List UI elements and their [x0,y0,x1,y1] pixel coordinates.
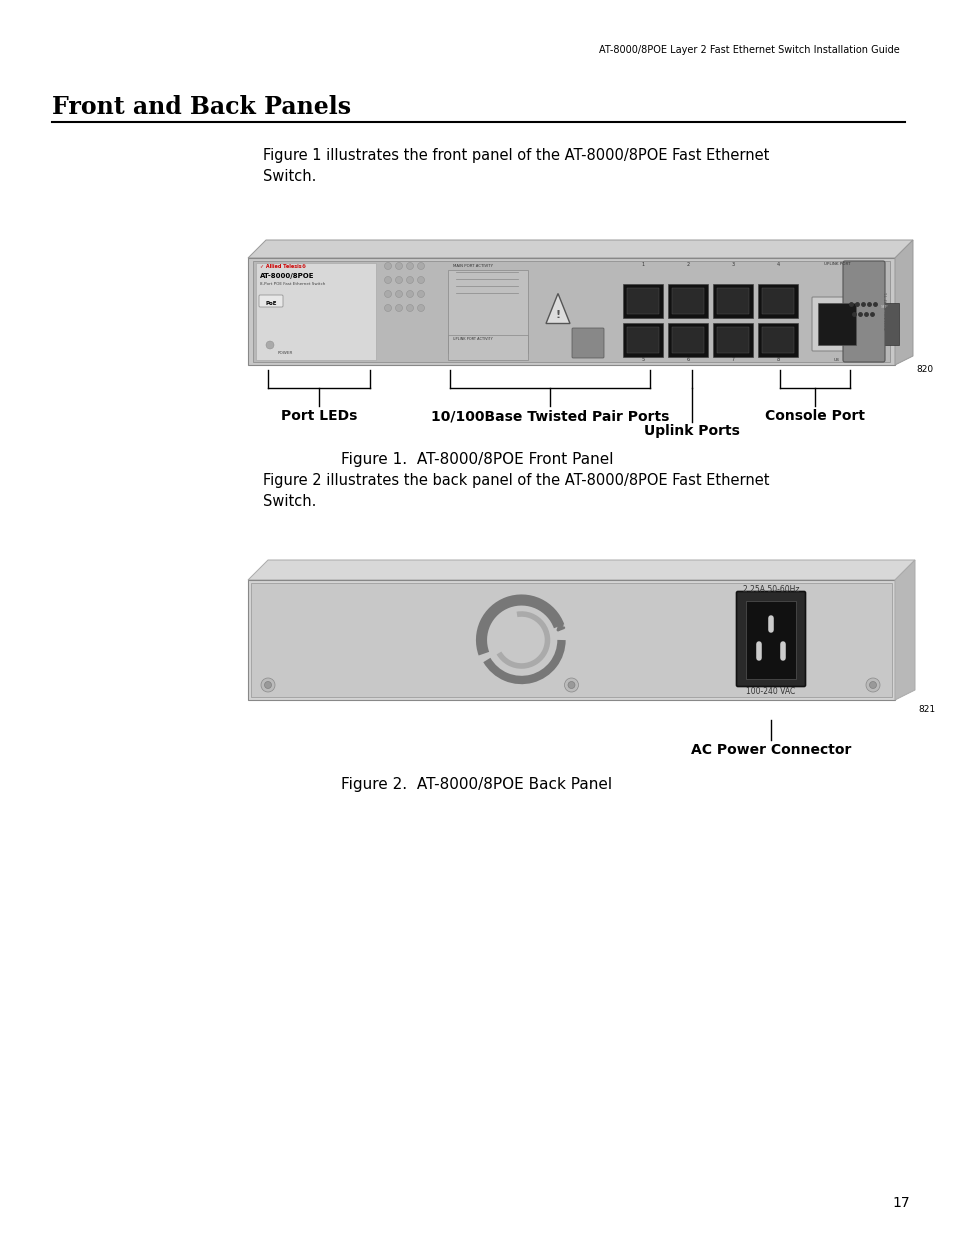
Circle shape [261,678,274,692]
FancyBboxPatch shape [811,296,862,351]
Polygon shape [545,294,569,324]
Text: 10/100Base Twisted Pair Ports: 10/100Base Twisted Pair Ports [431,409,668,424]
FancyBboxPatch shape [745,601,795,679]
Polygon shape [248,240,912,258]
FancyBboxPatch shape [758,324,797,357]
Polygon shape [894,240,912,366]
Text: AT-8000/8POE Layer 2 Fast Ethernet Switch Installation Guide: AT-8000/8POE Layer 2 Fast Ethernet Switc… [598,44,899,56]
Circle shape [384,263,391,269]
Text: 6: 6 [686,357,689,362]
Circle shape [384,277,391,284]
FancyBboxPatch shape [712,284,752,317]
FancyBboxPatch shape [761,327,793,353]
Text: !: ! [555,310,560,321]
FancyBboxPatch shape [717,327,748,353]
Text: POWER: POWER [277,351,294,354]
Text: Uplink Ports: Uplink Ports [643,424,740,438]
Circle shape [406,277,413,284]
Text: 100-240 VAC: 100-240 VAC [745,687,795,697]
Circle shape [417,290,424,298]
Polygon shape [248,559,914,580]
Text: 8-Port POE Fast Ethernet Switch: 8-Port POE Fast Ethernet Switch [260,282,325,287]
FancyBboxPatch shape [448,335,527,359]
Circle shape [564,678,578,692]
FancyBboxPatch shape [258,295,283,308]
FancyBboxPatch shape [572,329,603,358]
Text: Port LEDs: Port LEDs [280,409,356,424]
FancyBboxPatch shape [448,270,527,353]
Circle shape [417,263,424,269]
Circle shape [395,263,402,269]
Circle shape [266,341,274,350]
Circle shape [406,305,413,311]
Circle shape [417,277,424,284]
Text: 8: 8 [776,357,779,362]
FancyBboxPatch shape [817,303,855,345]
Circle shape [395,305,402,311]
Polygon shape [248,258,894,366]
Text: 3: 3 [731,262,734,267]
Text: 5: 5 [640,357,644,362]
Circle shape [384,290,391,298]
Circle shape [406,263,413,269]
Text: UPLINK PORT: UPLINK PORT [822,262,849,266]
Polygon shape [248,580,894,700]
Text: 2.25A 50-60Hz: 2.25A 50-60Hz [742,585,799,594]
FancyBboxPatch shape [667,324,707,357]
Text: UPLINK PORT ACTIVITY: UPLINK PORT ACTIVITY [453,337,493,341]
Text: 1: 1 [640,262,644,267]
Text: ✓ Allied Telesis®: ✓ Allied Telesis® [260,264,306,269]
Text: TERMINAL PORT T1: TERMINAL PORT T1 [884,291,888,331]
Text: UB: UB [833,358,839,362]
FancyBboxPatch shape [870,303,898,345]
FancyBboxPatch shape [622,284,662,317]
Circle shape [395,290,402,298]
Text: 7: 7 [731,357,734,362]
Text: PoE: PoE [265,301,276,306]
Circle shape [406,290,413,298]
FancyBboxPatch shape [622,324,662,357]
Circle shape [868,682,876,688]
Text: 2: 2 [686,262,689,267]
Text: Figure 1 illustrates the front panel of the AT-8000/8POE Fast Ethernet
Switch.: Figure 1 illustrates the front panel of … [263,148,768,184]
Text: Front and Back Panels: Front and Back Panels [52,95,351,119]
FancyBboxPatch shape [255,263,375,359]
Text: 4: 4 [776,262,779,267]
Text: MAIN PORT ACTIVITY: MAIN PORT ACTIVITY [453,264,493,268]
Polygon shape [894,559,914,700]
Circle shape [395,277,402,284]
Text: Figure 2 illustrates the back panel of the AT-8000/8POE Fast Ethernet
Switch.: Figure 2 illustrates the back panel of t… [263,473,769,509]
Polygon shape [251,583,891,697]
Circle shape [264,682,272,688]
Text: 820: 820 [915,366,932,374]
Text: Figure 2.  AT-8000/8POE Back Panel: Figure 2. AT-8000/8POE Back Panel [341,777,612,792]
FancyBboxPatch shape [736,592,804,687]
Text: Figure 1.  AT-8000/8POE Front Panel: Figure 1. AT-8000/8POE Front Panel [340,452,613,467]
FancyBboxPatch shape [712,324,752,357]
FancyBboxPatch shape [671,327,703,353]
Circle shape [567,682,575,688]
Text: 821: 821 [917,705,934,715]
Text: Console Port: Console Port [764,409,864,424]
FancyBboxPatch shape [626,288,659,314]
FancyBboxPatch shape [671,288,703,314]
Text: SFP: SFP [881,305,888,309]
FancyBboxPatch shape [758,284,797,317]
Text: AC Power Connector: AC Power Connector [690,743,850,757]
FancyBboxPatch shape [842,261,884,362]
Circle shape [865,678,879,692]
Text: 17: 17 [891,1195,909,1210]
Circle shape [417,305,424,311]
Polygon shape [253,261,889,362]
FancyBboxPatch shape [626,327,659,353]
Circle shape [384,305,391,311]
FancyBboxPatch shape [717,288,748,314]
FancyBboxPatch shape [667,284,707,317]
Text: AT-8000/8POE: AT-8000/8POE [260,273,314,279]
FancyBboxPatch shape [761,288,793,314]
